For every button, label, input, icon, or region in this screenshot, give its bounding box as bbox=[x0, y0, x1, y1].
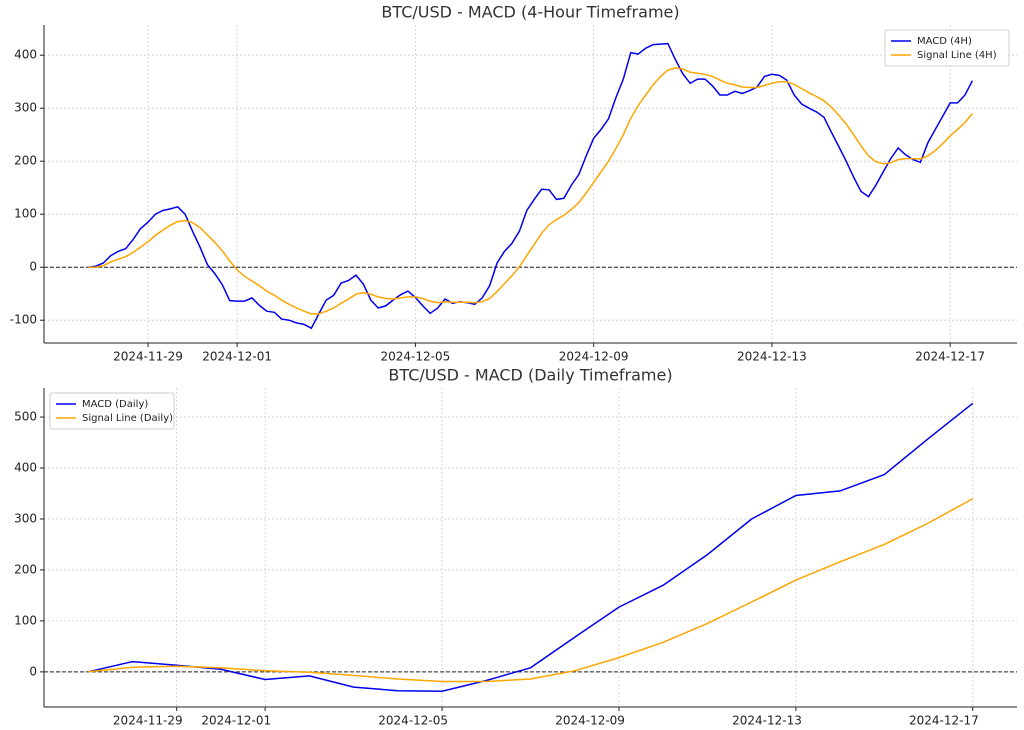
legend-label: Signal Line (4H) bbox=[917, 50, 997, 61]
x-tick-label: 2024-11-29 bbox=[113, 350, 183, 364]
legend-box bbox=[884, 29, 1010, 67]
legend-label: MACD (Daily) bbox=[82, 399, 148, 410]
x-tick-label: 2024-12-09 bbox=[559, 350, 629, 364]
y-tick-label: -100 bbox=[10, 313, 37, 327]
y-tick-label: 200 bbox=[14, 562, 37, 576]
chart-title: BTC/USD - MACD (4-Hour Timeframe) bbox=[381, 3, 679, 22]
x-tick-label: 2024-12-01 bbox=[202, 350, 272, 364]
legend-box bbox=[49, 392, 175, 430]
x-tick-label: 2024-12-09 bbox=[555, 714, 625, 728]
x-tick-label: 2024-12-17 bbox=[915, 350, 985, 364]
legend-label: Signal Line (Daily) bbox=[82, 413, 173, 424]
line-series bbox=[88, 42, 974, 330]
y-tick-label: 400 bbox=[14, 461, 37, 475]
x-tick-label: 2024-12-05 bbox=[378, 714, 448, 728]
x-tick-label: 2024-12-01 bbox=[201, 714, 271, 728]
x-tick-label: 2024-12-17 bbox=[909, 714, 979, 728]
y-tick-label: 300 bbox=[14, 511, 37, 525]
x-tick-label: 2024-11-29 bbox=[113, 714, 183, 728]
x-tick-label: 2024-12-05 bbox=[380, 350, 450, 364]
y-tick-label: 400 bbox=[14, 48, 37, 62]
x-tick-label: 2024-12-13 bbox=[732, 714, 802, 728]
x-tick-label: 2024-12-13 bbox=[737, 350, 807, 364]
y-tick-label: 0 bbox=[29, 664, 37, 678]
y-tick-label: 300 bbox=[14, 101, 37, 115]
legend-label: MACD (4H) bbox=[917, 36, 972, 47]
y-tick-label: 200 bbox=[14, 154, 37, 168]
line-series bbox=[88, 402, 974, 692]
y-tick-label: 100 bbox=[14, 207, 37, 221]
y-tick-label: 0 bbox=[29, 260, 37, 274]
line-series bbox=[88, 497, 974, 683]
line-series bbox=[88, 67, 973, 315]
y-tick-label: 100 bbox=[14, 613, 37, 627]
chart-title: BTC/USD - MACD (Daily Timeframe) bbox=[388, 366, 672, 385]
y-tick-label: 500 bbox=[14, 410, 37, 424]
